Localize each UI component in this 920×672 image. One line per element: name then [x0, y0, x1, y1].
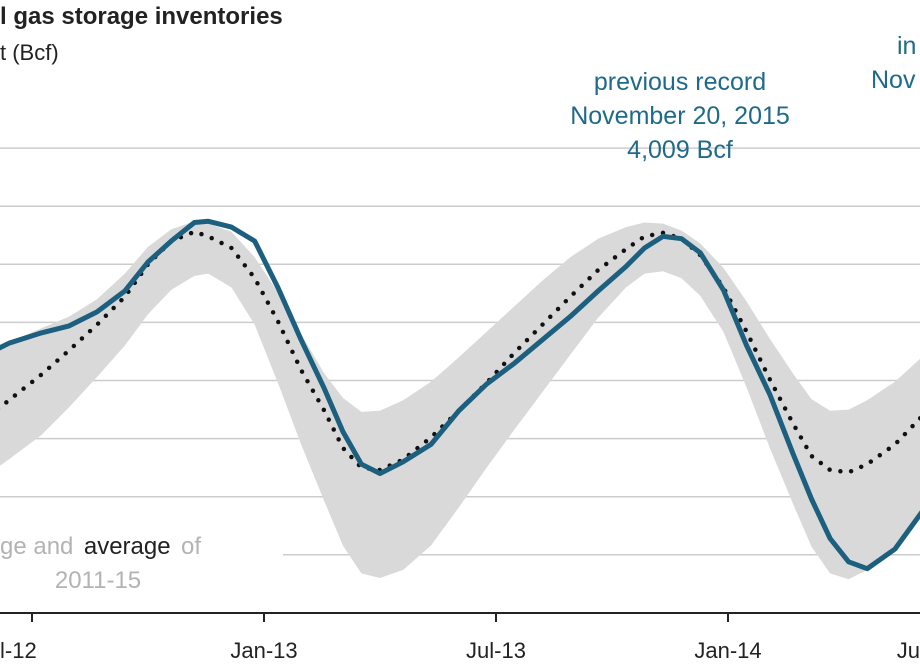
- legend-background: [0, 526, 283, 598]
- annotation-new-record-line1: in: [897, 32, 916, 60]
- legend-average-text: average: [84, 533, 171, 560]
- annotation-previous-record-line3: 4,009 Bcf: [627, 136, 733, 164]
- annotation-previous-record-line2: November 20, 2015: [570, 102, 790, 130]
- annotation-new-record-line2: Nov: [871, 66, 916, 94]
- legend-of-text: of: [181, 533, 201, 560]
- legend-range-text: ge and: [0, 533, 73, 560]
- actual-inventory-line: [0, 218, 920, 572]
- x-tick-label-2: Jul-13: [466, 638, 526, 663]
- annotation-previous-record-line1: previous record: [594, 68, 766, 96]
- annotation-background: [840, 34, 920, 92]
- legend-label: ge and average of: [0, 533, 201, 560]
- chart-subtitle: t (Bcf): [0, 40, 59, 65]
- legend-period: 2011-15: [55, 567, 141, 594]
- x-axis-ticks: l-12Jan-13Jul-13Jan-14Jul-14Jan-15Jul-15…: [0, 613, 920, 663]
- x-tick-label-0: l-12: [0, 638, 37, 663]
- range-band-2011-15: [0, 221, 920, 580]
- x-tick-label-3: Jan-14: [694, 638, 761, 663]
- x-tick-label-8: Ju: [897, 638, 920, 663]
- chart-title: l gas storage inventories: [0, 3, 283, 30]
- x-tick-label-1: Jan-13: [230, 638, 297, 663]
